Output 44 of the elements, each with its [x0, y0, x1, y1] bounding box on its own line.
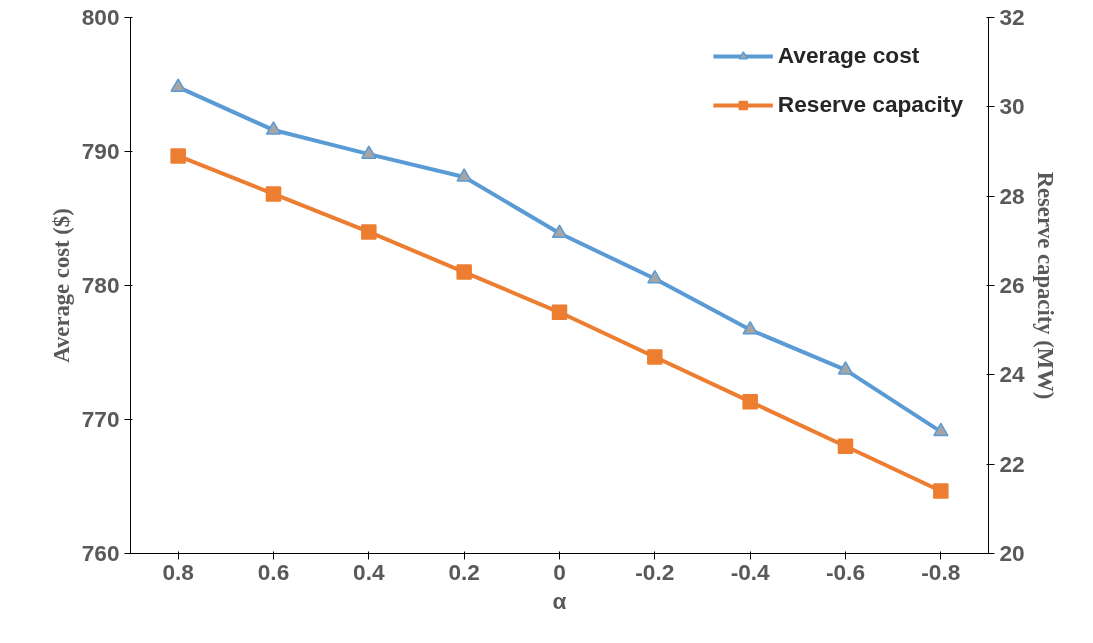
- x-tick-label: 0.6: [257, 558, 290, 585]
- y2-tick-label: 30: [999, 93, 1025, 120]
- point: [456, 168, 472, 182]
- y2-axis-title: Reserve capacity (MW): [1032, 171, 1058, 400]
- x-tick-label: 0.8: [162, 558, 194, 585]
- point: [456, 264, 472, 280]
- x-tick-label: -0.2: [635, 558, 675, 585]
- y-tick-label: 800: [81, 4, 120, 30]
- point: [742, 393, 758, 410]
- legend-label: Reserve capacity: [777, 91, 963, 118]
- x-tick-label: 0: [553, 558, 566, 585]
- x-tick-label: -0.8: [921, 558, 961, 585]
- y2-tick-label: 26: [999, 272, 1025, 298]
- y-tick-label: 790: [81, 138, 120, 164]
- point: [933, 422, 949, 437]
- point: [551, 224, 568, 239]
- legend-label: Average cost: [777, 42, 920, 69]
- point: [265, 186, 282, 202]
- y2-tick-label: 20: [999, 540, 1025, 566]
- point: [265, 121, 282, 135]
- y-axis-title: Average cost ($): [48, 208, 74, 363]
- point: [551, 304, 568, 321]
- point: [647, 349, 663, 365]
- y-tick-label: 770: [81, 406, 120, 432]
- x-tick-label: 0.4: [353, 558, 385, 585]
- point: [837, 361, 854, 375]
- x-tick-label: -0.6: [825, 558, 866, 585]
- point: [647, 269, 663, 284]
- y-tick-label: 780: [81, 272, 120, 298]
- point: [361, 145, 377, 159]
- y2-tick-label: 24: [999, 361, 1026, 388]
- point: [837, 438, 854, 455]
- point: [742, 320, 758, 335]
- x-tick-label: -0.4: [730, 558, 771, 585]
- y2-tick-label: 22: [999, 450, 1025, 477]
- point: [933, 483, 949, 499]
- point: [170, 148, 186, 164]
- y2-tick-label: 28: [999, 182, 1025, 209]
- x-axis-title: α: [552, 587, 567, 614]
- point: [170, 78, 186, 92]
- x-tick-label: 0.2: [448, 558, 480, 585]
- point: [361, 224, 377, 240]
- y-tick-label: 760: [81, 540, 120, 566]
- y2-tick-label: 32: [999, 4, 1025, 30]
